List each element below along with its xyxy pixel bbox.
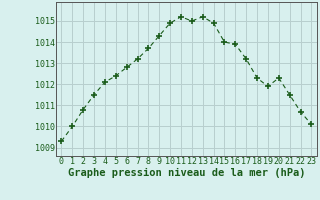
X-axis label: Graphe pression niveau de la mer (hPa): Graphe pression niveau de la mer (hPa) [68,168,305,178]
